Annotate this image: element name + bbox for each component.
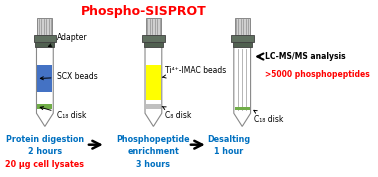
Text: Phosphopeptide: Phosphopeptide (116, 135, 190, 144)
Text: Adapter: Adapter (48, 33, 87, 47)
Text: LC-MS/MS analysis: LC-MS/MS analysis (257, 52, 346, 61)
Bar (37, 65, 52, 92)
Bar (146, 65, 161, 100)
Text: 1 hour: 1 hour (214, 147, 244, 156)
Text: 20 μg cell lysates: 20 μg cell lysates (5, 160, 84, 169)
Polygon shape (234, 47, 251, 126)
Bar (142, 35, 165, 42)
Polygon shape (37, 47, 53, 126)
Bar (34, 35, 56, 42)
Bar (37, 18, 52, 35)
Bar (144, 42, 163, 47)
Bar (36, 42, 54, 47)
Text: Ti⁴⁺-IMAC beads: Ti⁴⁺-IMAC beads (162, 66, 226, 78)
Text: Phospho-SISPROT: Phospho-SISPROT (81, 5, 206, 18)
Text: Protein digestion: Protein digestion (6, 135, 84, 144)
Bar (146, 104, 161, 109)
Bar (231, 35, 254, 42)
Text: C₁₈ disk: C₁₈ disk (254, 110, 283, 124)
Text: C₈ disk: C₈ disk (162, 106, 191, 119)
Text: 2 hours: 2 hours (28, 147, 62, 156)
Bar (37, 104, 52, 109)
Bar (233, 42, 252, 47)
Bar (146, 18, 161, 35)
Text: enrichment: enrichment (127, 147, 179, 156)
Bar (235, 18, 249, 35)
Text: >5000 phosphopeptides: >5000 phosphopeptides (265, 70, 370, 79)
Text: Desalting: Desalting (208, 135, 251, 144)
Text: 3 hours: 3 hours (136, 160, 170, 169)
Text: SCX beads: SCX beads (40, 72, 97, 81)
Polygon shape (145, 47, 162, 126)
Bar (235, 107, 249, 110)
Text: C₁₈ disk: C₁₈ disk (40, 107, 86, 120)
